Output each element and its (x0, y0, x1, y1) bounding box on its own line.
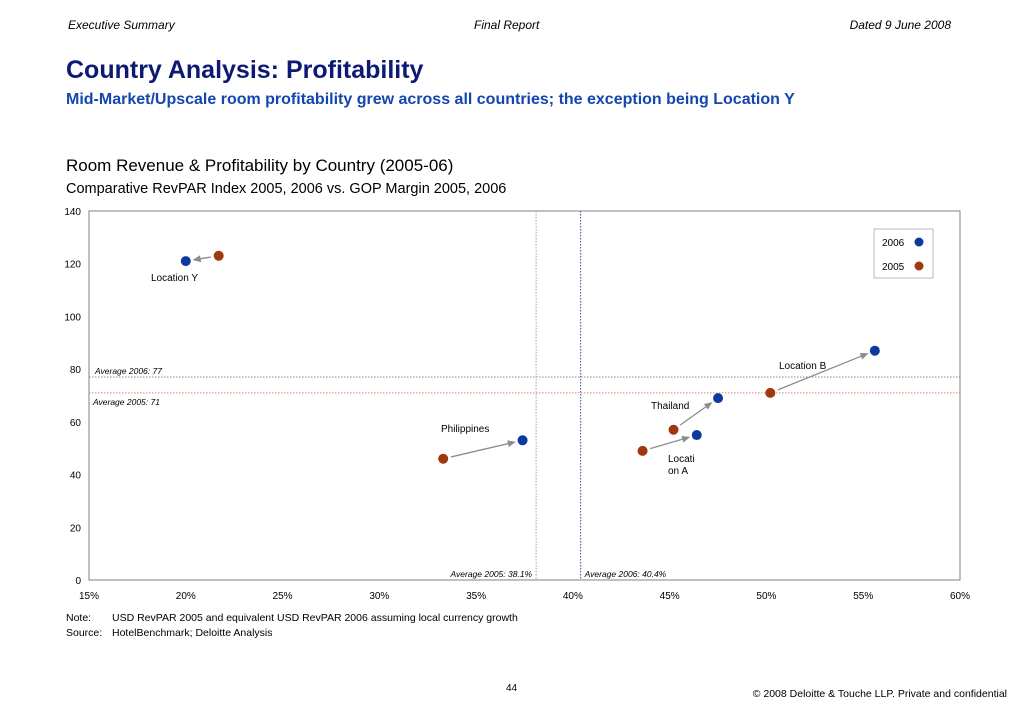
data-point (517, 435, 528, 446)
change-arrow (450, 440, 516, 458)
reference-line-label: Average 2006: 77 (94, 366, 162, 376)
reference-line-label: Average 2006: 40.4% (584, 569, 667, 579)
legend-label: 2005 (882, 262, 905, 273)
note-key: Note: (66, 612, 92, 624)
x-tick-label: 60% (950, 591, 970, 602)
source-key: Source: (66, 627, 103, 639)
data-point (691, 430, 702, 441)
data-point (668, 424, 679, 435)
data-point (637, 445, 648, 456)
legend-label: 2006 (882, 238, 905, 249)
legend-marker (914, 237, 924, 247)
change-arrow (777, 353, 869, 391)
point-label: Locati (668, 454, 695, 465)
x-tick-label: 30% (369, 591, 389, 602)
data-point (438, 453, 449, 464)
data-point (213, 250, 224, 261)
y-tick-label: 60 (70, 418, 82, 429)
chart-source: Source: HotelBenchmark; Deloitte Analysis (66, 627, 273, 639)
header-report-type: Final Report (474, 18, 540, 32)
point-label: Thailand (651, 401, 689, 412)
y-tick-label: 40 (70, 471, 82, 482)
y-tick-label: 80 (70, 365, 82, 376)
data-point (713, 393, 724, 404)
note-text: USD RevPAR 2005 and equivalent USD RevPA… (112, 612, 518, 624)
x-tick-label: 55% (853, 591, 873, 602)
point-label: on A (668, 466, 688, 477)
x-tick-label: 25% (273, 591, 293, 602)
chart-title: Room Revenue & Profitability by Country … (66, 156, 454, 175)
chart-subtitle: Comparative RevPAR Index 2005, 2006 vs. … (66, 181, 507, 197)
point-label: Philippines (441, 424, 489, 435)
page-number: 44 (506, 683, 518, 694)
copyright-notice: © 2008 Deloitte & Touche LLP. Private an… (752, 688, 1007, 700)
x-tick-label: 20% (176, 591, 196, 602)
plot-area (88, 210, 961, 581)
x-tick-label: 15% (79, 591, 99, 602)
y-tick-label: 120 (64, 260, 81, 271)
y-tick-label: 0 (75, 576, 81, 587)
x-tick-label: 45% (660, 591, 680, 602)
change-arrow (650, 435, 691, 450)
point-label: Location Y (151, 273, 198, 284)
y-tick-label: 20 (70, 523, 82, 534)
legend-marker (914, 261, 924, 271)
header-doc-type: Executive Summary (68, 18, 175, 32)
data-point (869, 345, 880, 356)
x-tick-label: 50% (756, 591, 776, 602)
change-arrow (192, 255, 211, 263)
point-label: Location B (779, 361, 827, 372)
reference-line-label: Average 2005: 38.1% (450, 569, 533, 579)
page-subtitle: Mid-Market/Upscale room profitability gr… (66, 91, 795, 108)
data-point (180, 256, 191, 267)
legend-box (873, 228, 934, 279)
source-text: HotelBenchmark; Deloitte Analysis (112, 627, 273, 639)
x-tick-label: 40% (563, 591, 583, 602)
x-tick-label: 35% (466, 591, 486, 602)
chart-note: Note: USD RevPAR 2005 and equivalent USD … (66, 612, 518, 624)
chart-legend: 2006 2005 (873, 228, 934, 279)
y-tick-label: 100 (64, 312, 81, 323)
header-date: Dated 9 June 2008 (849, 18, 951, 32)
page-title: Country Analysis: Profitability (66, 56, 424, 84)
data-point (765, 387, 776, 398)
y-tick-label: 140 (64, 207, 81, 218)
change-arrow (679, 402, 713, 426)
reference-line-label: Average 2005: 71 (92, 397, 160, 407)
